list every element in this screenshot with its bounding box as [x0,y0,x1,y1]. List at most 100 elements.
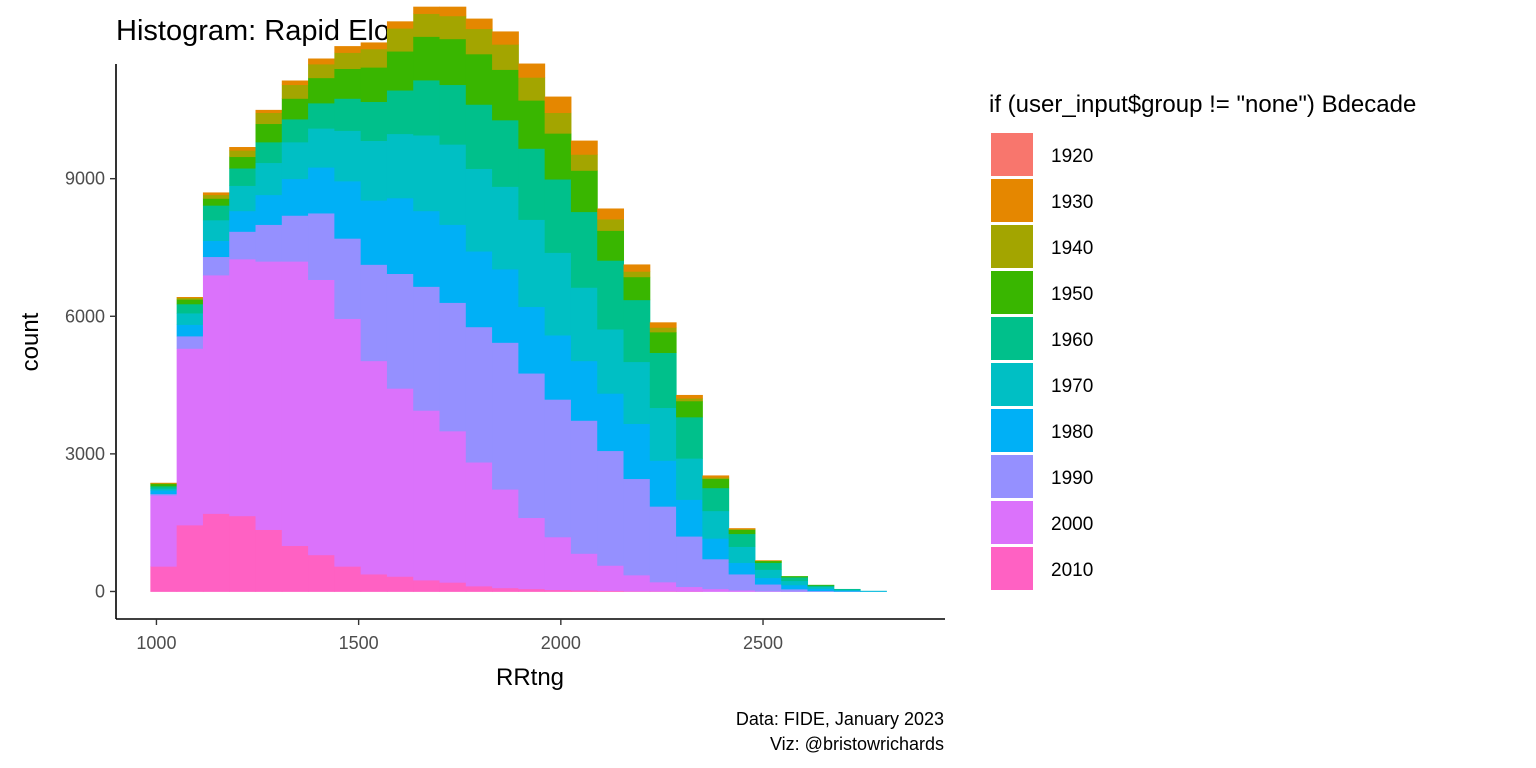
y-tick-label: 3000 [65,444,105,464]
bar-segment-2000 [649,581,677,592]
bar-segment-1940 [176,297,204,300]
bar-segment-1950 [649,331,677,353]
bar-segment-1980 [781,584,809,590]
bar-segment-1960 [833,588,861,590]
bar-segment-1980 [807,588,835,592]
bar-segment-1990 [676,536,703,588]
bar-segment-1930 [360,42,388,50]
bar-segment-1950 [492,69,519,121]
bar-segment-1970 [281,141,309,180]
bar-segment-1930 [649,322,677,328]
bar-segment-2000 [176,348,204,526]
bar-segment-1990 [597,450,625,566]
bar-segment-1960 [439,84,467,145]
bar-segment-1950 [308,77,335,104]
legend-label-1970: 1970 [1051,376,1093,397]
bar-segment-1970 [176,313,204,325]
bar-segment-1930 [386,21,414,29]
bar-segment-1950 [702,478,730,489]
y-tick-label: 9000 [65,169,105,189]
bar-segment-1940 [439,15,467,40]
bar-segment-1940 [623,271,651,278]
legend-label-1950: 1950 [1051,284,1093,305]
legend-swatch-1920 [991,133,1033,176]
bar-segment-1940 [465,28,493,55]
bar-segment-1930 [255,109,283,114]
bar-segment-1980 [360,200,388,265]
bar-segment-1970 [781,580,809,586]
bar-segment-1960 [754,562,782,570]
bar-segment-1940 [728,528,756,530]
bar-segment-1990 [518,373,546,519]
bar-segment-1960 [308,102,335,129]
bar-segment-1980 [676,499,703,537]
bar-segment-1990 [255,224,283,262]
legend-swatch-1970 [991,363,1033,406]
bar-segment-1940 [229,150,257,158]
bar-segment-1960 [544,179,572,253]
bar-segment-1970 [255,162,283,196]
bar-segment-1960 [281,119,309,143]
bar-segment-1930 [597,208,625,220]
bar-segment-1960 [676,416,703,459]
bar-segment-1980 [202,240,230,258]
bar-segment-1930 [202,192,230,196]
bar-segment-1950 [439,38,467,86]
x-tick-label: 1500 [339,633,379,653]
bar-segment-2000 [702,588,730,592]
bar-segment-2010 [492,587,519,592]
x-axis-ticks: 1000 1500 2000 2500 [136,619,783,653]
bar-segment-1970 [518,219,546,308]
bar-segment-1970 [597,329,625,394]
legend: if (user_input$group != "none") Bdecade … [989,91,1416,590]
bar-segment-1970 [413,135,441,212]
bar-segment-1970 [570,287,598,362]
bar-segment-1990 [807,590,835,592]
bar-segment-2010 [255,529,283,592]
bar-segment-2000 [676,586,703,592]
bar-segment-1940 [413,13,441,37]
bar-segment-1970 [150,488,178,491]
bar-segment-1970 [202,219,230,241]
bar-segment-2000 [334,318,362,567]
legend-swatch-2010 [991,547,1033,590]
legend-label-1940: 1940 [1051,238,1093,259]
bar-segment-1930 [229,147,257,151]
bar-segment-1960 [176,303,204,314]
bar-segment-1930 [308,58,335,65]
bar-segment-1940 [334,52,362,69]
bar-segment-1930 [492,31,519,45]
bar-segment-1930 [281,80,309,86]
bar-segment-1960 [202,205,230,221]
bar-segment-1980 [439,224,467,303]
bar-segment-2010 [150,566,178,592]
bar-segment-1980 [492,269,519,343]
bar-segment-1960 [807,585,835,588]
bar-segment-1970 [308,128,335,168]
bar-segment-1970 [544,252,572,336]
bar-segment-2000 [465,462,493,587]
bar-segment-1990 [334,238,362,319]
caption-viz-credit: Viz: @bristowrichards [770,734,944,754]
bar-segment-1940 [570,154,598,171]
legend-label-1980: 1980 [1051,422,1093,443]
bar-segment-1950 [413,36,441,81]
bar-segment-1970 [702,510,730,539]
bar-segment-2010 [544,589,572,592]
bar-segment-2010 [176,524,204,592]
bar-segment-1980 [229,210,257,232]
bar-segment-1960 [570,211,598,288]
bar-segment-2000 [623,574,651,592]
bar-segment-1940 [676,398,703,402]
bar-segment-1950 [150,483,178,487]
legend-swatch-1980 [991,409,1033,452]
legend-label-1990: 1990 [1051,468,1093,489]
x-tick-label: 2000 [541,633,581,653]
bar-segment-2010 [623,591,651,592]
bar-segment-2000 [439,430,467,583]
bar-segment-1970 [754,569,782,579]
legend-label-2000: 2000 [1051,514,1093,535]
bar-segment-1980 [176,324,204,337]
bar-segment-1980 [465,251,493,328]
